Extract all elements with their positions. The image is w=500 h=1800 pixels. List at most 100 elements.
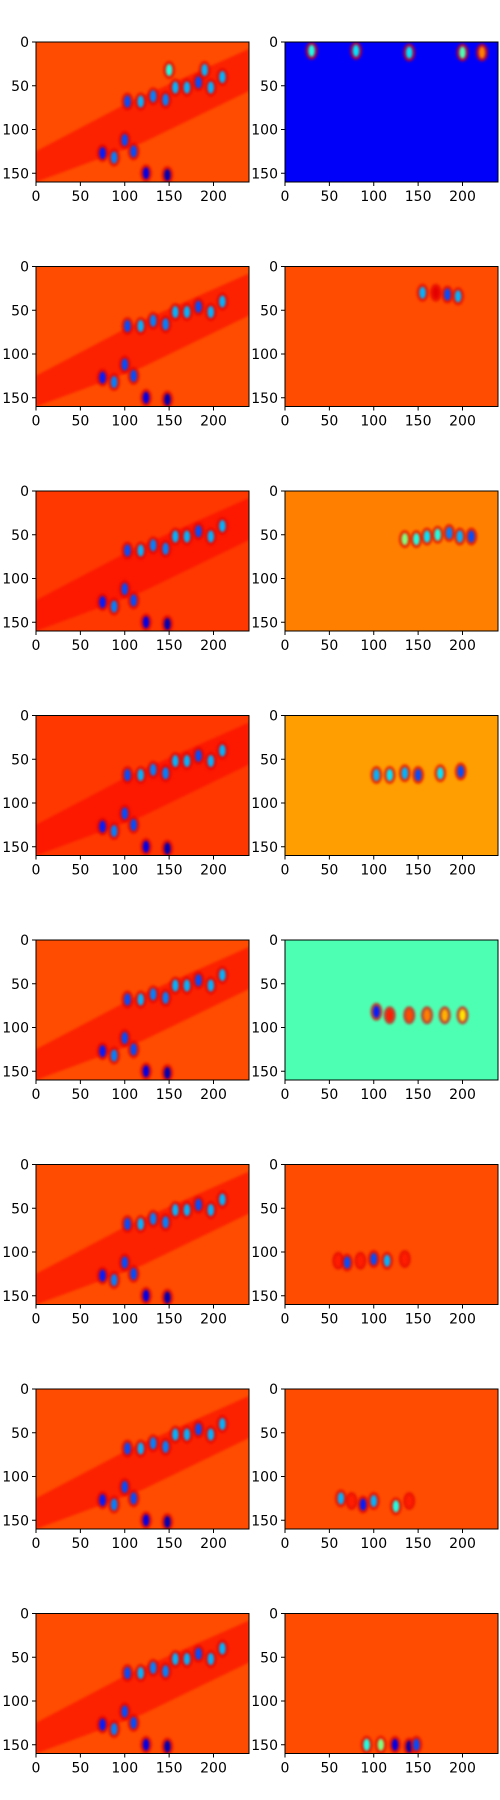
heatmap-blob — [110, 1274, 118, 1286]
heatmap-blob — [172, 979, 179, 992]
x-tick-label: 100 — [111, 638, 138, 654]
y-tick-label: 0 — [20, 709, 29, 725]
y-tick-label: 0 — [20, 1158, 29, 1174]
x-tick-label: 200 — [449, 1312, 476, 1328]
heatmap-blob — [162, 767, 169, 780]
heatmap-blob — [219, 1193, 226, 1206]
x-tick-label: 200 — [449, 414, 476, 430]
x-tick-label: 200 — [449, 863, 476, 879]
x-tick-label: 50 — [71, 414, 89, 430]
x-tick-label: 0 — [32, 414, 41, 430]
heatmap-blob — [149, 988, 157, 1001]
heatmap-image — [285, 266, 498, 407]
x-tick-label: 200 — [449, 638, 476, 654]
heatmap-blob — [195, 525, 202, 538]
x-tick-label: 50 — [71, 1312, 89, 1328]
heatmap-blob — [183, 1204, 191, 1216]
axes-frame — [284, 939, 499, 1081]
heatmap-blob — [137, 769, 144, 781]
heatmap-blob — [172, 530, 179, 543]
y-tick-label: 0 — [269, 484, 278, 500]
heatmap-blob — [121, 1481, 128, 1493]
heatmap-blob — [110, 1049, 118, 1062]
heatmap-blob — [172, 755, 179, 767]
heatmap-image — [285, 715, 498, 856]
heatmap-blob — [162, 991, 169, 1004]
heatmap-blob — [99, 1045, 106, 1058]
y-tick-label: 100 — [251, 572, 278, 588]
panel-r8-c2: 0 50 100 150 200 0 50 100 150 — [251, 1607, 499, 1777]
panel-r5-c2: 0 50 100 150 200 0 50 100 150 — [251, 933, 499, 1103]
heatmap-background — [285, 715, 498, 856]
heatmap-blob — [130, 594, 137, 607]
heatmap-blob — [149, 1661, 157, 1674]
heatmap-blob — [183, 979, 191, 992]
heatmap-blob — [99, 1494, 106, 1507]
heatmap-blob — [172, 1653, 179, 1665]
x-tick-label: 100 — [360, 1761, 387, 1777]
y-tick-label: 100 — [2, 347, 29, 363]
heatmap-blob — [110, 1498, 118, 1511]
y-tick-label: 0 — [20, 1607, 29, 1623]
y-tick-label: 50 — [11, 79, 29, 95]
x-tick-label: 100 — [360, 638, 387, 654]
x-tick-label: 150 — [156, 1087, 183, 1103]
x-tick-label: 100 — [111, 189, 138, 205]
y-tick-label: 0 — [20, 1382, 29, 1398]
heatmap-image — [285, 1613, 498, 1754]
y-tick-label: 150 — [2, 166, 29, 182]
heatmap-blob — [164, 618, 171, 630]
y-tick-label: 0 — [269, 1382, 278, 1398]
y-tick-label: 150 — [2, 840, 29, 856]
heatmap-image — [36, 266, 249, 407]
y-tick-label: 100 — [2, 1021, 29, 1037]
heatmap-blob — [121, 134, 128, 146]
axes-frame — [284, 1388, 499, 1530]
heatmap-blob — [308, 44, 315, 57]
axes-frame — [284, 1613, 499, 1754]
x-tick-label: 0 — [281, 1761, 290, 1777]
heatmap-image — [285, 491, 498, 631]
axes-frame — [35, 715, 250, 856]
y-tick-label: 0 — [20, 35, 29, 51]
heatmap-blob — [164, 1516, 171, 1528]
panel-r6-c2: 0 50 100 150 200 0 50 100 150 — [251, 1158, 499, 1328]
heatmap-blob — [142, 1065, 150, 1078]
x-tick-label: 150 — [156, 638, 183, 654]
heatmap-blob — [137, 1442, 144, 1455]
heatmap-blob — [478, 46, 486, 59]
x-tick-label: 100 — [360, 1536, 387, 1552]
x-tick-label: 0 — [281, 1087, 290, 1103]
heatmap-blob — [219, 969, 226, 981]
heatmap-blob — [124, 769, 131, 781]
y-tick-label: 150 — [2, 1289, 29, 1305]
heatmap-blob — [219, 1642, 226, 1655]
x-tick-label: 200 — [200, 1087, 227, 1103]
y-tick-label: 50 — [260, 977, 278, 993]
heatmap-blob — [172, 81, 179, 94]
x-tick-label: 200 — [449, 1761, 476, 1777]
y-tick-label: 50 — [11, 752, 29, 768]
x-tick-label: 150 — [405, 863, 432, 879]
x-tick-label: 0 — [281, 189, 290, 205]
y-tick-label: 0 — [269, 1158, 278, 1174]
heatmap-blob — [110, 1723, 118, 1735]
axes-frame — [35, 41, 250, 183]
x-tick-label: 50 — [71, 189, 89, 205]
heatmap-image — [285, 42, 498, 182]
heatmap-blob — [207, 530, 215, 543]
heatmap-blob — [149, 539, 157, 552]
x-tick-label: 150 — [405, 414, 432, 430]
heatmap-blob — [99, 147, 106, 160]
heatmap-blob — [137, 320, 144, 332]
axes-frame — [35, 939, 250, 1081]
y-tick-label: 150 — [251, 391, 278, 407]
y-tick-label: 100 — [251, 796, 278, 812]
heatmap-blob — [357, 1254, 364, 1267]
x-tick-label: 150 — [405, 1536, 432, 1552]
heatmap-blob — [401, 533, 409, 546]
heatmap-blob — [370, 1253, 377, 1265]
x-tick-label: 100 — [111, 1761, 138, 1777]
y-tick-label: 50 — [260, 1650, 278, 1666]
